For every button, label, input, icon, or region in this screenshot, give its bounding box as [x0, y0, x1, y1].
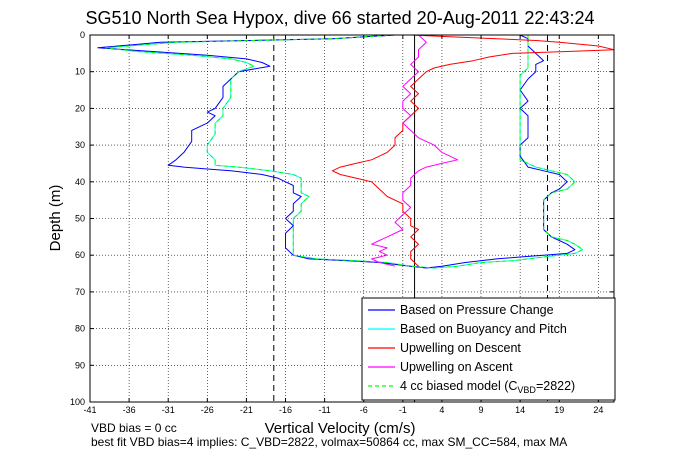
y-tick-label: 40: [75, 177, 85, 187]
ticks: -41 -36 -31 -26 -21 -16 -11 -6 -1 4 9 14 19 24 0 10 20 30…: [70, 30, 614, 415]
vbd-bias-note: VBD bias = 0 cc: [91, 421, 177, 435]
y-tick-label: 60: [75, 250, 85, 260]
series-line-2: [331, 34, 615, 267]
legend: Based on Pressure Change Based on Buoyanc…: [361, 297, 616, 401]
x-tick-label: -41: [83, 405, 96, 415]
x-tick-label: 4: [439, 405, 444, 415]
series-line-3: [371, 34, 459, 267]
y-tick-label: 10: [75, 67, 85, 77]
x-tick-label: -36: [123, 405, 136, 415]
x-tick-label: 19: [554, 405, 564, 415]
x-tick-label: -26: [201, 405, 214, 415]
x-tick-label: 24: [593, 405, 603, 415]
x-tick-label: -1: [399, 405, 407, 415]
y-tick-label: 80: [75, 324, 85, 334]
x-tick-label: -6: [360, 405, 368, 415]
y-tick-label: 70: [75, 287, 85, 297]
x-tick-label: -21: [240, 405, 253, 415]
x-tick-label: 9: [479, 405, 484, 415]
chart-title: SG510 North Sea Hypox, dive 66 started 2…: [86, 8, 595, 28]
y-tick-label: 90: [75, 360, 85, 370]
x-tick-label: -11: [318, 405, 330, 415]
x-tick-label: -31: [162, 405, 175, 415]
y-axis-label: Depth (m): [47, 185, 64, 252]
x-tick-label: -16: [279, 405, 292, 415]
y-tick-label: 50: [75, 214, 85, 224]
y-tick-label: 100: [70, 397, 85, 407]
best-fit-note: best fit VBD bias=4 implies: C_VBD=2822,…: [91, 435, 567, 449]
legend-label: Upwelling on Descent: [400, 341, 521, 355]
y-tick-label: 0: [80, 30, 85, 40]
y-tick-label: 30: [75, 140, 85, 150]
x-axis-label: Vertical Velocity (cm/s): [265, 420, 416, 437]
x-tick-label: 14: [515, 405, 525, 415]
legend-label: Upwelling on Ascent: [400, 360, 513, 374]
y-tick-label: 20: [75, 103, 85, 113]
legend-box: [361, 297, 616, 401]
series-line-0: [97, 34, 576, 269]
series-layer: [97, 34, 615, 269]
legend-label: Based on Pressure Change: [400, 303, 554, 317]
series-line-1: [105, 34, 584, 269]
legend-label: 4 cc biased model (CVBD=2822): [400, 379, 575, 395]
series-line-4: [105, 34, 584, 269]
legend-label: Based on Buoyancy and Pitch: [400, 322, 567, 336]
grid: [90, 35, 614, 402]
